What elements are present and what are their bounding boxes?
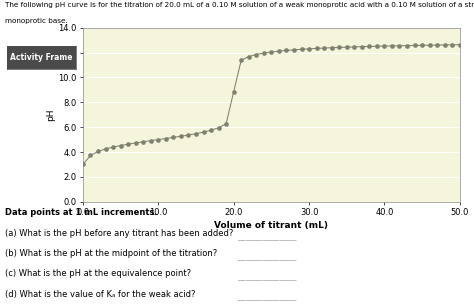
Text: Data points at 1 mL increments.: Data points at 1 mL increments. [5,208,157,217]
Text: ______________: ______________ [237,273,297,282]
Text: monoprotic base.: monoprotic base. [5,18,67,24]
Text: (a) What is the pH before any titrant has been added?: (a) What is the pH before any titrant ha… [5,229,233,238]
Text: ______________: ______________ [237,253,297,261]
Text: ______________: ______________ [237,233,297,241]
Text: (d) What is the value of Kₐ for the weak acid?: (d) What is the value of Kₐ for the weak… [5,290,195,298]
Text: (c) What is the pH at the equivalence point?: (c) What is the pH at the equivalence po… [5,270,191,278]
X-axis label: Volume of titrant (mL): Volume of titrant (mL) [214,221,328,230]
Text: (b) What is the pH at the midpoint of the titration?: (b) What is the pH at the midpoint of th… [5,249,217,258]
Text: Activity Frame: Activity Frame [10,53,73,62]
Text: ______________: ______________ [237,293,297,302]
Y-axis label: pH: pH [46,108,55,121]
Text: The following pH curve is for the titration of 20.0 mL of a 0.10 M solution of a: The following pH curve is for the titrat… [5,2,474,7]
